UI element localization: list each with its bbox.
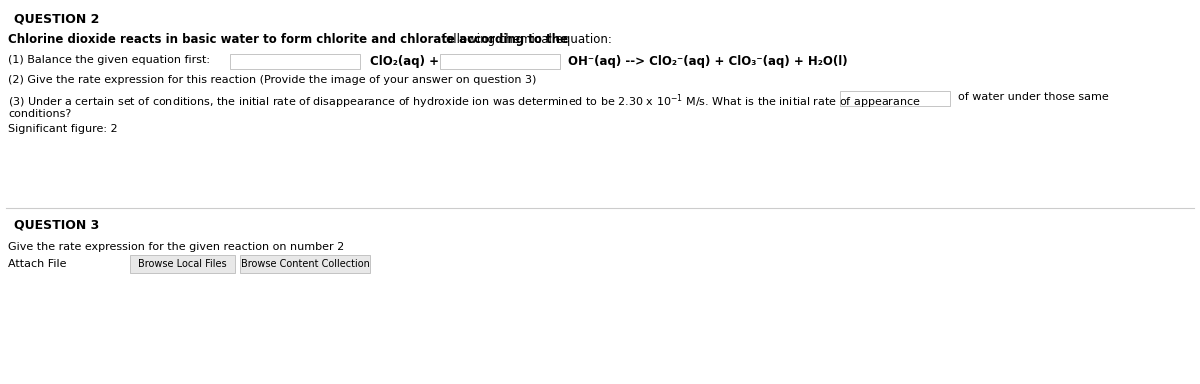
FancyBboxPatch shape (130, 255, 235, 273)
Text: conditions?: conditions? (8, 109, 71, 119)
Text: Attach File: Attach File (8, 259, 66, 269)
Text: (3) Under a certain set of conditions, the initial rate of disappearance of hydr: (3) Under a certain set of conditions, t… (8, 92, 920, 111)
Text: (1) Balance the given equation first:: (1) Balance the given equation first: (8, 55, 210, 65)
Text: QUESTION 3: QUESTION 3 (14, 218, 100, 231)
Text: Browse Local Files: Browse Local Files (138, 259, 227, 269)
Text: (2) Give the rate expression for this reaction (Provide the image of your answer: (2) Give the rate expression for this re… (8, 75, 536, 85)
Text: Browse Content Collection: Browse Content Collection (240, 259, 370, 269)
Text: of water under those same: of water under those same (958, 92, 1109, 102)
Text: ClO₂(aq) +: ClO₂(aq) + (370, 55, 439, 68)
Text: Significant figure: 2: Significant figure: 2 (8, 124, 118, 134)
FancyBboxPatch shape (230, 54, 360, 69)
FancyBboxPatch shape (840, 91, 950, 106)
Text: QUESTION 2: QUESTION 2 (14, 13, 100, 26)
Text: Chlorine dioxide reacts in basic water to form chlorite and chlorate according t: Chlorine dioxide reacts in basic water t… (8, 33, 572, 46)
Text: following chemical equation:: following chemical equation: (443, 33, 612, 46)
Text: Give the rate expression for the given reaction on number 2: Give the rate expression for the given r… (8, 242, 344, 252)
FancyBboxPatch shape (240, 255, 370, 273)
FancyBboxPatch shape (440, 54, 560, 69)
Text: OH⁻(aq) --> ClO₂⁻(aq) + ClO₃⁻(aq) + H₂O(l): OH⁻(aq) --> ClO₂⁻(aq) + ClO₃⁻(aq) + H₂O(… (568, 55, 847, 68)
